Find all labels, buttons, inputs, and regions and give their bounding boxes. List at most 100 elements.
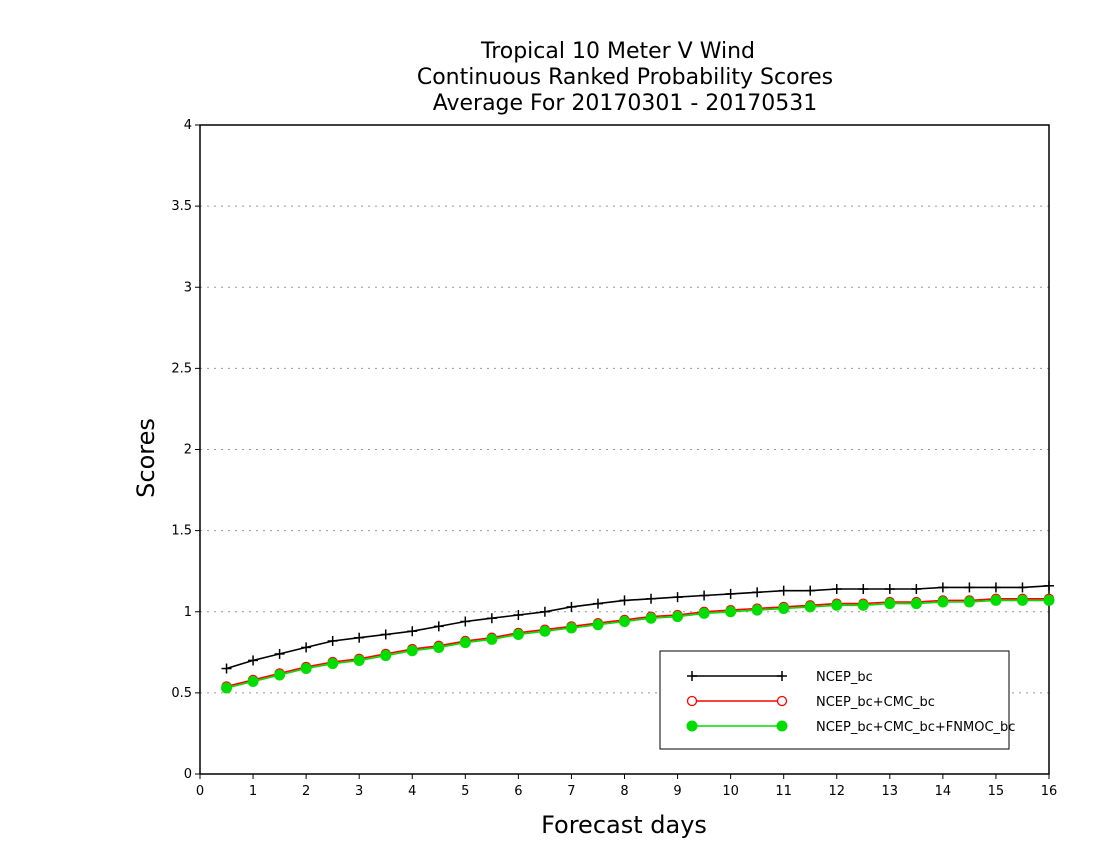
data-point-plus [539,606,550,617]
x-tick-label: 0 [196,784,204,799]
series-layer [221,580,1055,694]
data-point-filled-circle [327,658,339,670]
data-point-plus [380,629,391,640]
legend-label: NCEP_bc+CMC_bc+FNMOC_bc [816,720,1015,735]
series-1 [221,580,1054,674]
x-tick-label: 5 [461,784,469,799]
data-point-plus [274,648,285,659]
legend-entry: NCEP_bc+CMC_bc+FNMOC_bc [686,720,1015,735]
x-tick-label: 7 [567,784,575,799]
data-point-filled-circle [990,594,1002,606]
data-point-plus [725,588,736,599]
series-3 [221,594,1055,694]
data-point-plus [699,590,710,601]
data-point-filled-circle [776,720,788,732]
title-line-1: Tropical 10 Meter V Wind [480,39,755,64]
data-point-filled-circle [274,669,286,681]
data-point-plus [831,584,842,595]
data-point-plus [778,585,789,596]
y-tick-label: 3.5 [171,199,192,214]
y-tick-label: 0.5 [171,686,192,701]
x-tick-label: 8 [620,784,628,799]
data-point-filled-circle [433,641,445,653]
data-point-filled-circle [300,663,312,675]
data-point-plus [354,632,365,643]
data-point-filled-circle [725,606,737,618]
data-point-plus [513,609,524,620]
data-point-plus [327,635,338,646]
data-point-plus [884,584,895,595]
x-tick-label: 2 [302,784,310,799]
x-tick-label: 9 [673,784,681,799]
x-tick-label: 16 [1041,784,1058,799]
data-point-plus [433,621,444,632]
x-tick-label: 10 [722,784,739,799]
x-tick-label: 14 [935,784,952,799]
legend: NCEP_bc NCEP_bc+CMC_bc NCEP_bc+CMC_bc+FNMO… [659,650,1015,750]
data-point-filled-circle [353,654,365,666]
gridlines [200,205,1049,694]
data-point-filled-circle [857,599,869,611]
data-point-plus [248,655,259,666]
data-point-plus [221,663,232,674]
data-point-plus [646,593,657,604]
data-point-plus [752,587,763,598]
data-point-filled-circle [910,598,922,610]
legend-entry: NCEP_bc [687,670,873,685]
data-point-plus [990,582,1001,593]
x-tick-label: 6 [514,784,522,799]
data-point-plus [486,613,497,624]
data-point-filled-circle [565,622,577,634]
x-tick-label: 1 [249,784,257,799]
data-point-filled-circle [459,637,471,649]
data-point-plus [1044,580,1054,591]
data-point-filled-circle [247,676,259,688]
y-tick-label: 3 [184,280,192,295]
data-point-plus [777,671,787,681]
data-point-filled-circle [380,650,392,662]
data-point-plus [566,601,577,612]
data-point-plus [805,585,816,596]
data-point-filled-circle [831,599,843,611]
data-point-open-circle [776,695,788,707]
data-point-plus [1017,582,1028,593]
data-point-plus [858,584,869,595]
data-point-filled-circle [539,625,551,637]
data-point-filled-circle [778,603,790,615]
data-point-filled-circle [751,604,763,616]
x-axis-label: Forecast days [541,811,707,839]
data-point-filled-circle [406,645,418,657]
data-point-plus [407,626,418,637]
y-axis-label: Scores [132,418,160,498]
data-point-filled-circle [884,598,896,610]
data-point-filled-circle [486,633,498,645]
legend-entry: NCEP_bc+CMC_bc [686,695,935,710]
data-point-plus [937,582,948,593]
data-point-plus [964,582,975,593]
data-point-filled-circle [937,596,949,608]
chart-title: Tropical 10 Meter V Wind Continuous Rank… [417,39,833,116]
data-point-filled-circle [592,619,604,631]
data-point-plus [301,642,312,653]
data-point-plus [592,598,603,609]
x-axis: 0 1 2 3 4 5 6 7 8 9 10 11 12 13 14 15 16 [196,774,1057,799]
data-point-filled-circle [804,601,816,613]
data-point-filled-circle [512,628,524,640]
data-point-plus [687,671,697,681]
x-tick-label: 15 [988,784,1005,799]
data-point-plus [619,595,630,606]
data-point-filled-circle [1016,594,1028,606]
data-point-filled-circle [672,611,684,623]
y-tick-label: 2 [184,443,192,458]
data-point-plus [672,592,683,603]
y-tick-label: 0 [184,767,192,782]
x-tick-label: 13 [882,784,899,799]
data-point-filled-circle [619,615,630,627]
y-tick-label: 1 [184,605,192,620]
title-line-2: Continuous Ranked Probability Scores [417,65,833,90]
data-point-filled-circle [963,596,975,608]
x-tick-label: 3 [355,784,363,799]
y-axis: 0 0.5 1 1.5 2 2.5 3 3.5 4 [171,118,200,782]
data-point-filled-circle [1043,594,1055,606]
